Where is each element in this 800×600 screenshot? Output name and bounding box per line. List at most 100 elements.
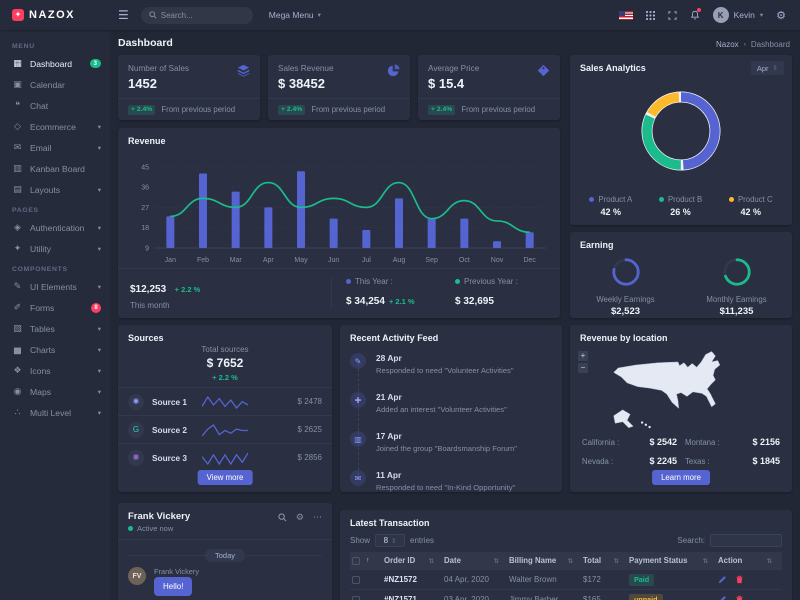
chat-icon: ❝ — [15, 100, 20, 110]
month-select-value: Apr — [756, 63, 769, 73]
ui-elements-icon: ✎ — [13, 281, 22, 291]
sidebar-item-multi-level[interactable]: ∴ Multi Level ▾ — [0, 402, 110, 423]
svg-text:9: 9 — [145, 246, 149, 253]
sidebar-item-calendar[interactable]: ▣ Calendar — [0, 74, 110, 95]
usa-map[interactable] — [606, 347, 756, 433]
user-avatar: K — [712, 7, 729, 23]
source-sparkline — [202, 452, 248, 465]
mega-menu-label: Mega Menu — [268, 10, 314, 20]
sort-asc-icon[interactable]: ↑ — [366, 557, 370, 564]
table-row[interactable]: #NZ1571 03 Apr, 2020 Jimmy Barber $165 unpai… — [350, 589, 782, 600]
sidebar-item-chat[interactable]: ❝ Chat — [0, 95, 110, 116]
latest-transaction-card: Latest Transaction Show 8 ⇕ entries Sear… — [340, 510, 792, 600]
sidebar-item-forms[interactable]: ✐ Forms 8 — [0, 297, 110, 318]
map-zoom-in-button[interactable]: + — [578, 351, 588, 361]
menu-toggle-icon[interactable]: ☰ — [118, 8, 129, 22]
sidebar-item-kanban-board[interactable]: ▥ Kanban Board — [0, 158, 110, 179]
topbar: ✦ NAZOX ☰ Mega Menu ▾ K Ke — [0, 0, 800, 30]
sidebar-item-maps[interactable]: ◉ Maps ▾ — [0, 381, 110, 402]
recent-activity-title: Recent Activity Feed — [350, 333, 439, 343]
stat-footer: + 2.4% From previous period — [118, 98, 260, 120]
topbar-search — [140, 6, 253, 24]
sidebar-item-utility[interactable]: ✦ Utility ▾ — [0, 238, 110, 259]
location-stats: California : $ 2542 Montana : $ 2156 Nevada … — [582, 437, 780, 466]
sidebar-item-dashboard[interactable]: ▦ Dashboard 3 — [0, 53, 110, 74]
breadcrumb-app[interactable]: Nazox — [716, 40, 739, 49]
source-row[interactable]: ❋ Source 3 $ 2856 — [118, 443, 332, 471]
sidebar-item-ecommerce[interactable]: ◇ Ecommerce ▾ — [0, 116, 110, 137]
source-row[interactable]: ✱ Source 1 $ 2478 — [118, 387, 332, 415]
view-more-button[interactable]: View more — [197, 470, 253, 485]
search-input[interactable] — [160, 10, 245, 20]
sidebar-item-email[interactable]: ✉ Email ▾ — [0, 137, 110, 158]
dashboard-icon: ▦ — [13, 58, 22, 68]
source-value: $ 2478 — [297, 397, 322, 406]
column-header-action[interactable]: Action ⇅ — [718, 556, 782, 565]
select-arrows-icon: ⇕ — [391, 537, 397, 545]
previous-year-label: Previous Year : — [464, 277, 518, 286]
sidebar-item-tables[interactable]: ▧ Tables ▾ — [0, 318, 110, 339]
settings-gear-icon[interactable]: ⚙ — [776, 9, 786, 22]
map-zoom-out-button[interactable]: − — [578, 363, 588, 373]
chat-settings-icon[interactable]: ⚙ — [295, 512, 304, 522]
order-date: 04 Apr, 2020 — [444, 575, 489, 584]
calendar-icon: ▣ — [13, 79, 22, 89]
notifications-bell-icon[interactable] — [690, 8, 701, 20]
delete-icon[interactable] — [735, 595, 744, 600]
chat-search-icon[interactable] — [278, 513, 287, 522]
sort-icon: ⇅ — [493, 557, 499, 565]
mega-menu-button[interactable]: Mega Menu ▾ — [269, 10, 321, 20]
chevron-down-icon: ▾ — [97, 346, 101, 354]
apps-grid-icon[interactable] — [645, 10, 655, 20]
group-icon: ▥ — [350, 431, 366, 447]
edit-icon[interactable] — [718, 595, 727, 600]
column-header-date[interactable]: Date ⇅ — [444, 556, 509, 565]
sidebar-item-charts[interactable]: ▅ Charts ▾ — [0, 339, 110, 360]
stat-value: $ 38452 — [278, 76, 325, 91]
sort-icon: ⇅ — [702, 557, 708, 565]
row-checkbox[interactable] — [352, 595, 360, 600]
row-checkbox[interactable] — [352, 575, 360, 584]
entries-select[interactable]: 8 ⇕ — [375, 534, 406, 547]
sidebar-item-label: Chat — [30, 100, 49, 111]
donut-legend: Product A 42 % Product B 26 % Product C 42 % — [570, 195, 792, 217]
brand-logo[interactable]: ✦ NAZOX — [0, 0, 110, 30]
delete-icon[interactable] — [735, 575, 744, 584]
table-row[interactable]: #NZ1572 04 Apr, 2020 Walter Brown $172 Paid — [350, 569, 782, 589]
table-search-input[interactable] — [710, 534, 782, 547]
chat-more-icon[interactable]: ⋯ — [313, 512, 322, 522]
sidebar: MENU ▦ Dashboard 3 ▣ Calendar ❝ Chat ◇ Ecommerce ▾… — [0, 30, 110, 600]
learn-more-button[interactable]: Learn more — [652, 470, 710, 485]
tables-icon: ▧ — [13, 323, 22, 333]
edit-icon[interactable] — [718, 575, 727, 584]
sidebar-item-icons[interactable]: ❖ Icons ▾ — [0, 360, 110, 381]
column-header-payment-status[interactable]: Payment Status ⇅ — [629, 556, 718, 565]
sidebar-item-ui-elements[interactable]: ✎ UI Elements ▾ — [0, 276, 110, 297]
sidebar-item-label: Dashboard — [30, 58, 73, 69]
sort-icon: ⇅ — [766, 557, 772, 565]
svg-text:Jul: Jul — [362, 257, 371, 264]
month-select[interactable]: Apr ⇕ — [750, 61, 784, 75]
svg-text:Jan: Jan — [165, 257, 176, 264]
select-all-checkbox[interactable] — [352, 556, 360, 565]
column-header-order-id[interactable]: Order ID ⇅ — [384, 556, 444, 565]
payment-status-cell: unpaid — [629, 593, 718, 600]
sidebar-item-layouts[interactable]: ▤ Layouts ▾ — [0, 179, 110, 200]
this-year-label: This Year : — [355, 277, 393, 286]
donut-legend-value: 42 % — [740, 207, 762, 217]
column-header-billing-name[interactable]: Billing Name ⇅ — [509, 556, 583, 565]
source-row[interactable]: G Source 2 $ 2625 — [118, 415, 332, 443]
sales-analytics-donut — [641, 91, 721, 171]
language-flag-icon[interactable] — [618, 10, 633, 20]
user-name: Kevin — [733, 10, 755, 20]
location-label: Nevada : — [582, 457, 614, 466]
revenue-title: Revenue — [128, 136, 166, 146]
pie-chart-icon — [387, 64, 400, 82]
charts-icon: ▅ — [14, 344, 21, 354]
user-menu[interactable]: K Kevin ▾ — [712, 7, 763, 23]
fullscreen-icon[interactable] — [667, 10, 677, 20]
column-header-total[interactable]: Total ⇅ — [583, 556, 629, 565]
sidebar-item-label: Utility — [30, 243, 52, 254]
svg-text:45: 45 — [141, 164, 149, 171]
sidebar-item-authentication[interactable]: ◈ Authentication ▾ — [0, 217, 110, 238]
